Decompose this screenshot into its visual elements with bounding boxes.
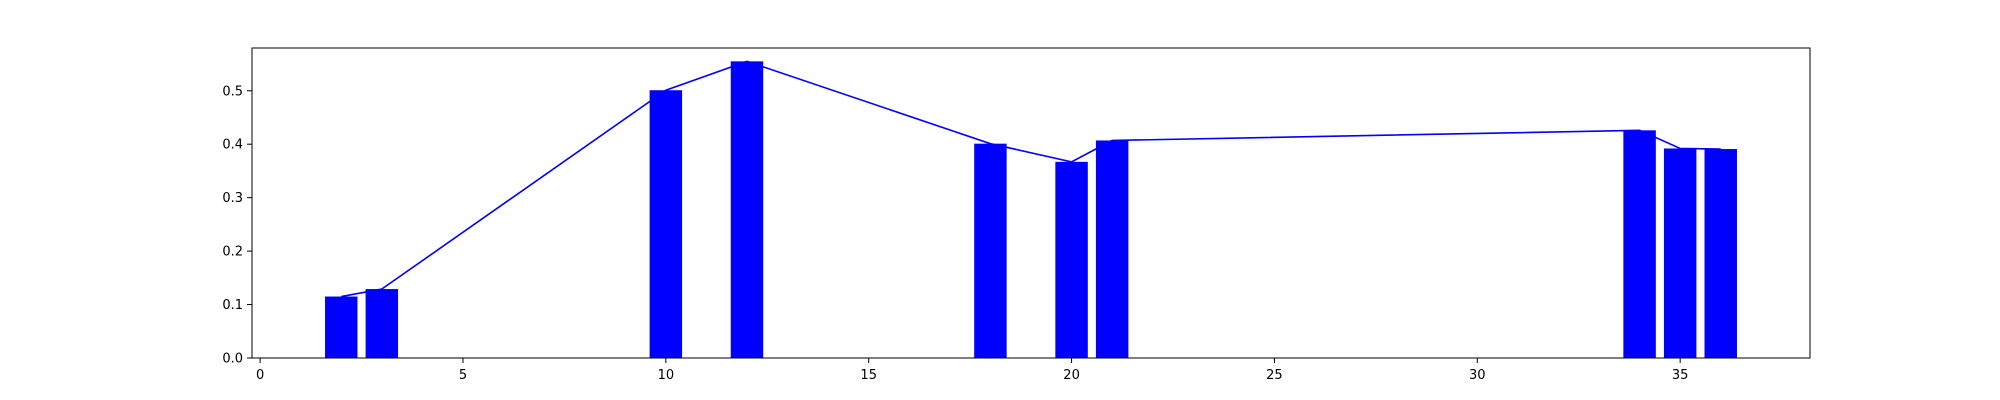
y-tick-label: 0.3 [222, 191, 243, 206]
bar-3 [365, 289, 399, 358]
x-tick-label: 35 [1672, 368, 1689, 383]
bar-21 [1095, 140, 1129, 358]
x-tick-label: 5 [459, 368, 467, 383]
x-tick-label: 10 [658, 368, 675, 383]
series-line [341, 60, 1721, 298]
y-axis: 0.0 0.1 0.2 0.3 0.4 0.5 [222, 84, 252, 367]
x-axis: 0 5 10 15 20 25 30 35 [256, 358, 1688, 383]
line-group [341, 60, 1721, 298]
bar-35 [1663, 148, 1697, 358]
y-tick-label: 0.2 [222, 245, 243, 260]
y-tick-label: 0.5 [222, 84, 243, 99]
bar-2 [325, 296, 358, 358]
axes-frame [251, 47, 1811, 359]
bar-10 [649, 90, 683, 359]
x-tick-label: 15 [860, 368, 877, 383]
bar-34 [1623, 130, 1656, 358]
x-tick-label: 0 [256, 368, 264, 383]
x-tick-label: 30 [1469, 368, 1486, 383]
bar-12 [730, 61, 764, 359]
y-tick-label: 0.1 [222, 298, 243, 313]
x-tick-label: 20 [1063, 368, 1080, 383]
y-tick-label: 0.4 [222, 138, 243, 153]
x-tick-label: 25 [1266, 368, 1283, 383]
bar-20 [1055, 161, 1088, 358]
bar-36 [1704, 149, 1737, 358]
bar-18 [974, 143, 1007, 358]
y-tick-label: 0.0 [222, 352, 243, 367]
bars-group [325, 61, 1737, 359]
